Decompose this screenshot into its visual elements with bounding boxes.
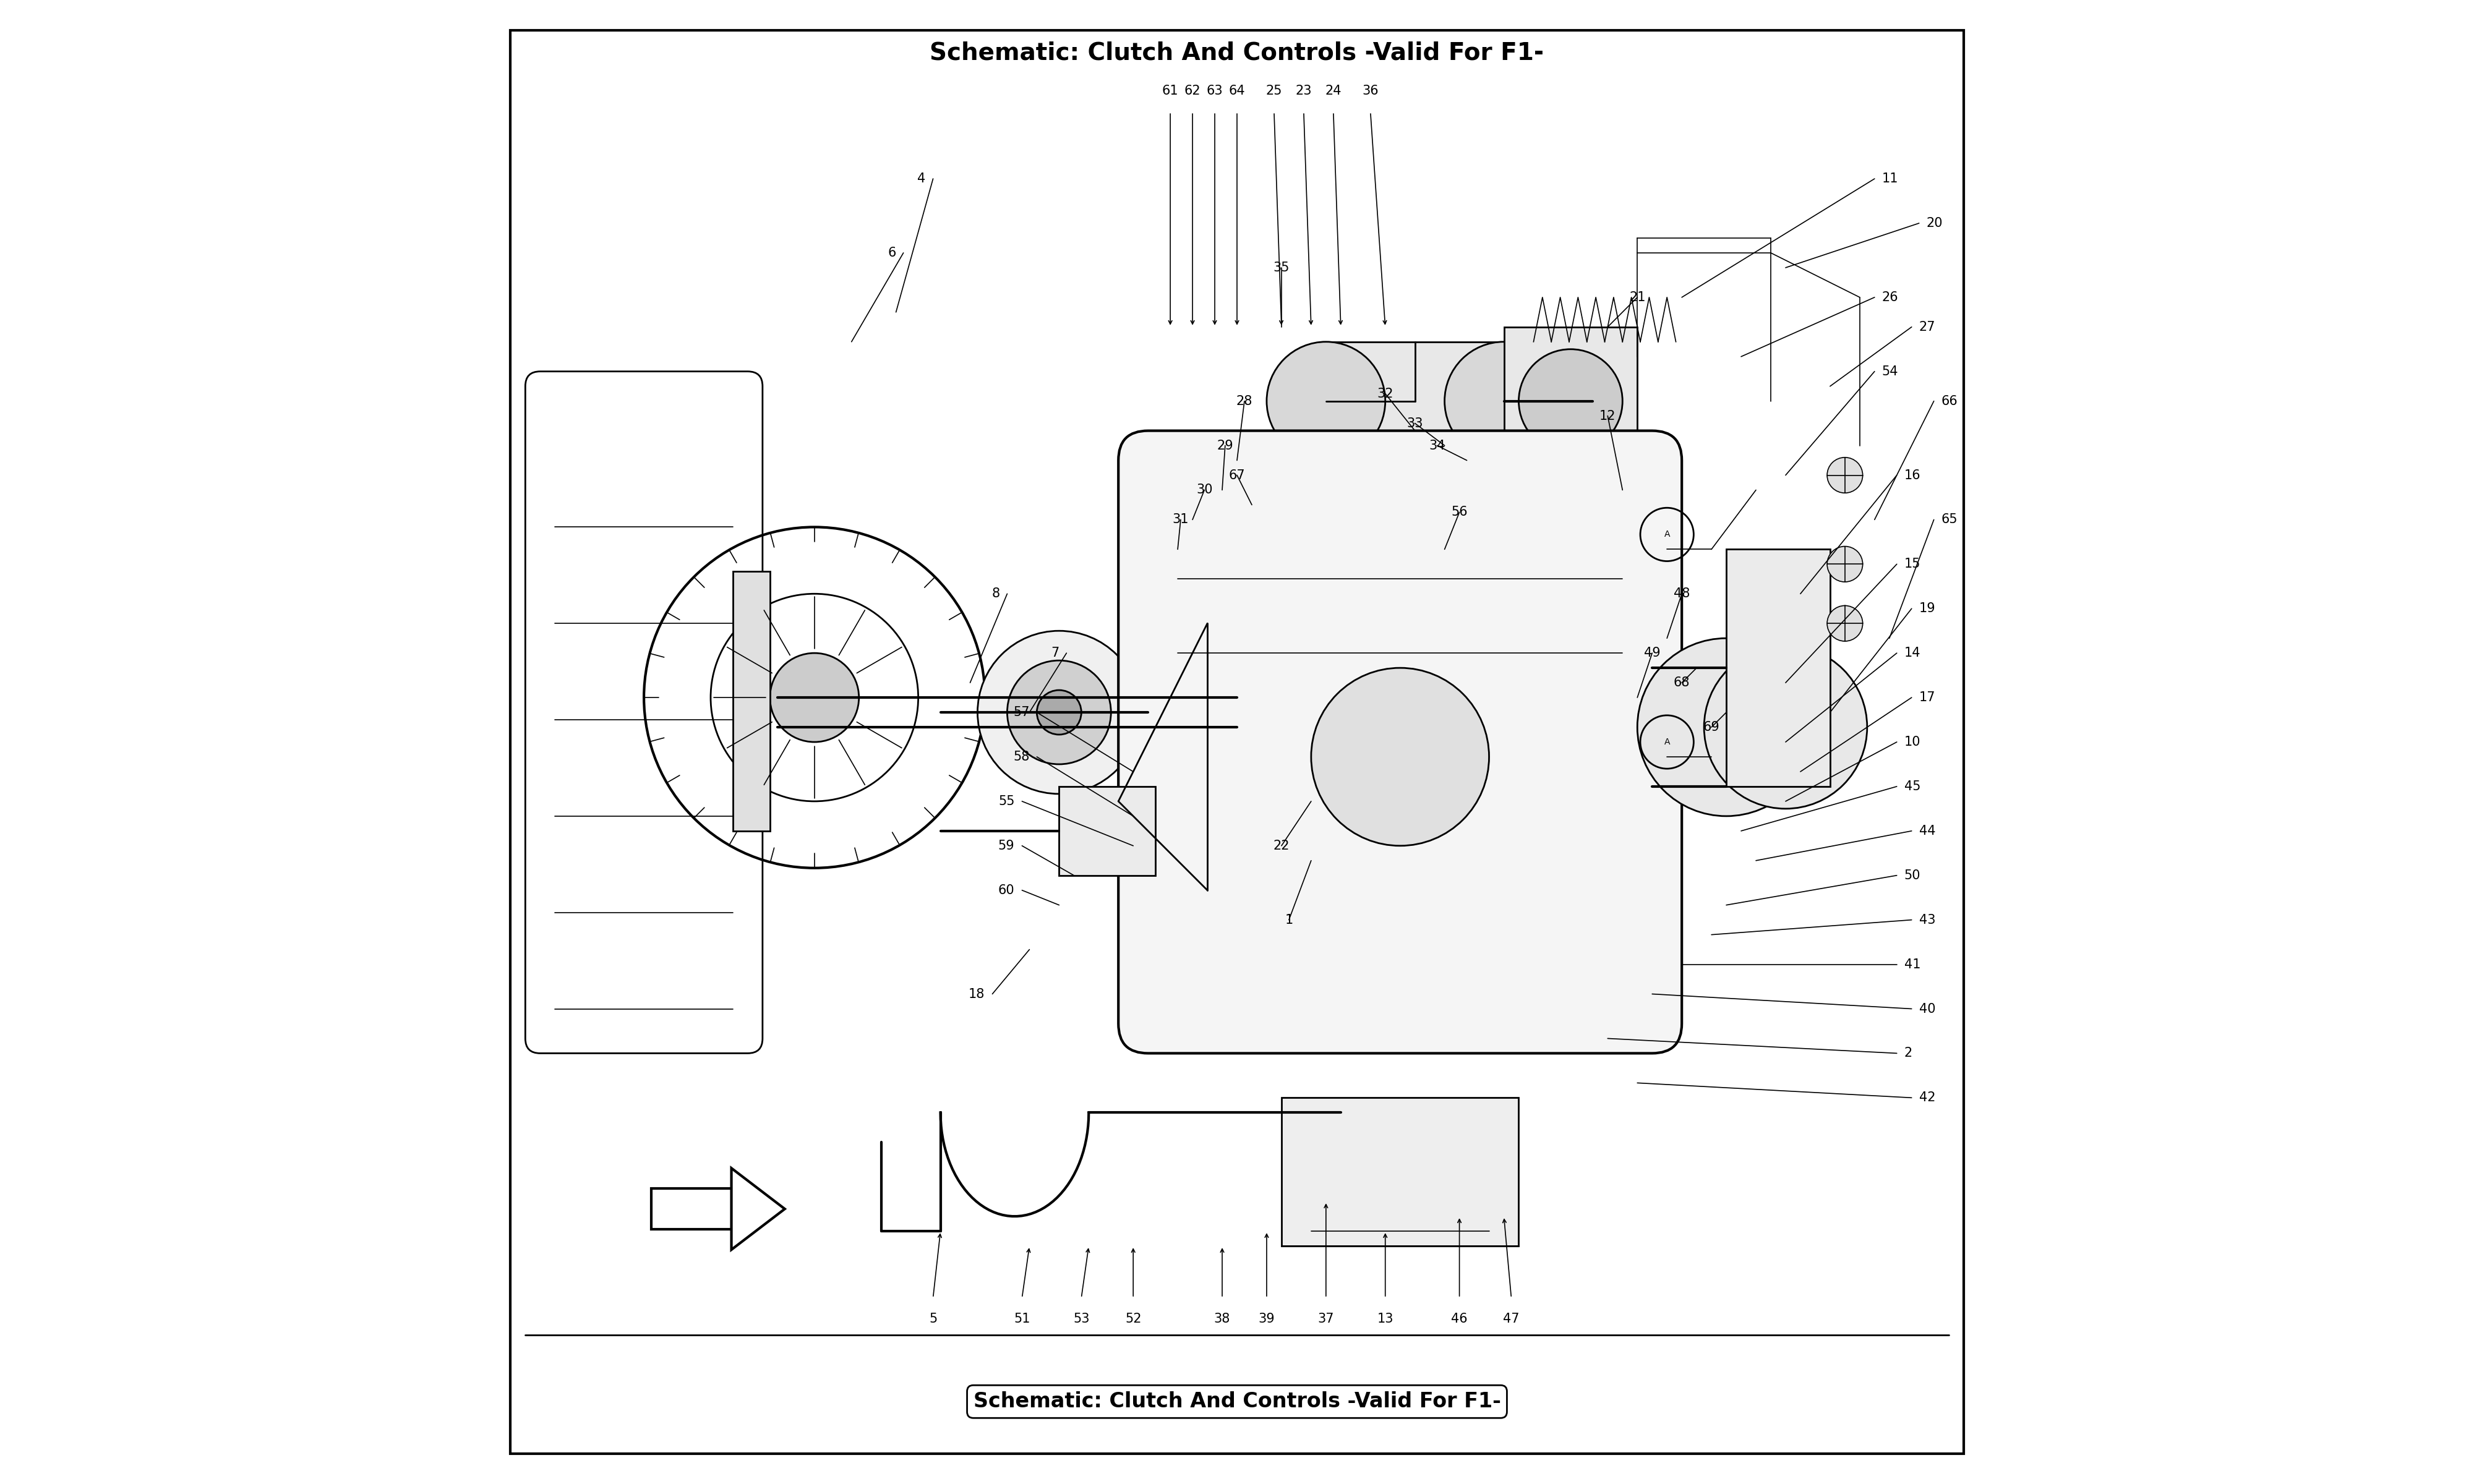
Bar <box>732 571 769 831</box>
Text: 36: 36 <box>1363 85 1378 98</box>
Text: 2: 2 <box>1905 1048 1912 1060</box>
Text: 14: 14 <box>1905 647 1920 659</box>
Circle shape <box>1828 605 1863 641</box>
Circle shape <box>1638 638 1816 816</box>
Text: 5: 5 <box>928 1313 938 1325</box>
Circle shape <box>1828 457 1863 493</box>
Text: Schematic: Clutch And Controls -Valid For F1-: Schematic: Clutch And Controls -Valid Fo… <box>930 42 1544 64</box>
Text: 43: 43 <box>1920 914 1935 926</box>
Text: 37: 37 <box>1319 1313 1333 1325</box>
Text: 55: 55 <box>997 795 1014 807</box>
Text: 25: 25 <box>1267 85 1282 98</box>
Text: A: A <box>1665 738 1670 746</box>
Text: 48: 48 <box>1672 588 1690 600</box>
Bar <box>1727 549 1831 787</box>
Text: 28: 28 <box>1237 395 1252 407</box>
Bar <box>651 1189 732 1229</box>
Text: 4: 4 <box>918 172 925 186</box>
Bar <box>1282 1098 1519 1247</box>
Text: 52: 52 <box>1126 1313 1141 1325</box>
Text: 65: 65 <box>1942 513 1957 525</box>
Text: 51: 51 <box>1014 1313 1029 1325</box>
Text: 61: 61 <box>1163 85 1178 98</box>
Text: 64: 64 <box>1230 85 1244 98</box>
Text: Schematic: Clutch And Controls -Valid For F1-: Schematic: Clutch And Controls -Valid Fo… <box>972 1392 1502 1411</box>
Text: 60: 60 <box>997 884 1014 896</box>
Text: 26: 26 <box>1883 291 1898 304</box>
Text: 23: 23 <box>1296 85 1311 98</box>
FancyBboxPatch shape <box>1118 430 1682 1054</box>
Text: 1: 1 <box>1284 914 1294 926</box>
Circle shape <box>1828 546 1863 582</box>
Text: 63: 63 <box>1207 85 1222 98</box>
Text: 47: 47 <box>1504 1313 1519 1325</box>
Text: 19: 19 <box>1920 603 1935 614</box>
Bar <box>1326 341 1504 460</box>
Text: 57: 57 <box>1012 706 1029 718</box>
Polygon shape <box>732 1168 784 1250</box>
Text: 58: 58 <box>1014 751 1029 763</box>
Text: A: A <box>1665 530 1670 539</box>
Circle shape <box>977 631 1141 794</box>
Text: 35: 35 <box>1274 261 1289 275</box>
Circle shape <box>1705 646 1868 809</box>
Text: 13: 13 <box>1378 1313 1393 1325</box>
Text: 12: 12 <box>1601 410 1616 421</box>
Circle shape <box>769 653 858 742</box>
Text: 6: 6 <box>888 246 896 260</box>
Text: 34: 34 <box>1430 439 1445 451</box>
Text: 30: 30 <box>1197 484 1212 496</box>
Circle shape <box>1007 660 1111 764</box>
Text: 53: 53 <box>1074 1313 1089 1325</box>
Text: 49: 49 <box>1643 647 1660 659</box>
Text: 33: 33 <box>1408 417 1423 429</box>
Text: 7: 7 <box>1051 647 1059 659</box>
Text: 31: 31 <box>1173 513 1190 525</box>
Text: 68: 68 <box>1672 677 1690 689</box>
Text: 69: 69 <box>1702 721 1719 733</box>
Text: 17: 17 <box>1920 692 1935 703</box>
Text: 54: 54 <box>1883 365 1898 377</box>
Text: 27: 27 <box>1920 321 1935 332</box>
Text: 20: 20 <box>1927 217 1942 230</box>
Text: 39: 39 <box>1259 1313 1274 1325</box>
Text: 50: 50 <box>1905 870 1920 881</box>
Circle shape <box>1519 349 1623 453</box>
Bar <box>1059 787 1155 876</box>
Text: 10: 10 <box>1905 736 1920 748</box>
Text: 46: 46 <box>1452 1313 1467 1325</box>
Text: 42: 42 <box>1920 1092 1935 1104</box>
Text: 8: 8 <box>992 588 999 600</box>
Text: 11: 11 <box>1883 172 1898 186</box>
Text: 59: 59 <box>997 840 1014 852</box>
Text: 16: 16 <box>1905 469 1920 481</box>
Text: 38: 38 <box>1215 1313 1230 1325</box>
Text: 32: 32 <box>1378 387 1393 399</box>
Text: 22: 22 <box>1274 840 1289 852</box>
Text: 45: 45 <box>1905 781 1920 792</box>
Circle shape <box>1742 683 1831 772</box>
Text: 21: 21 <box>1628 291 1645 304</box>
Circle shape <box>1311 668 1489 846</box>
Text: 56: 56 <box>1452 506 1467 518</box>
Text: 24: 24 <box>1326 85 1341 98</box>
Text: 62: 62 <box>1185 85 1200 98</box>
Circle shape <box>1445 341 1564 460</box>
Bar <box>1504 326 1638 475</box>
Text: 40: 40 <box>1920 1003 1935 1015</box>
Text: 66: 66 <box>1942 395 1957 407</box>
Text: 41: 41 <box>1905 959 1920 971</box>
Circle shape <box>1267 341 1385 460</box>
Circle shape <box>1037 690 1081 735</box>
Text: 15: 15 <box>1905 558 1920 570</box>
Text: 44: 44 <box>1920 825 1935 837</box>
Text: 67: 67 <box>1230 469 1244 481</box>
Text: 18: 18 <box>970 988 985 1000</box>
Text: 29: 29 <box>1217 439 1235 451</box>
